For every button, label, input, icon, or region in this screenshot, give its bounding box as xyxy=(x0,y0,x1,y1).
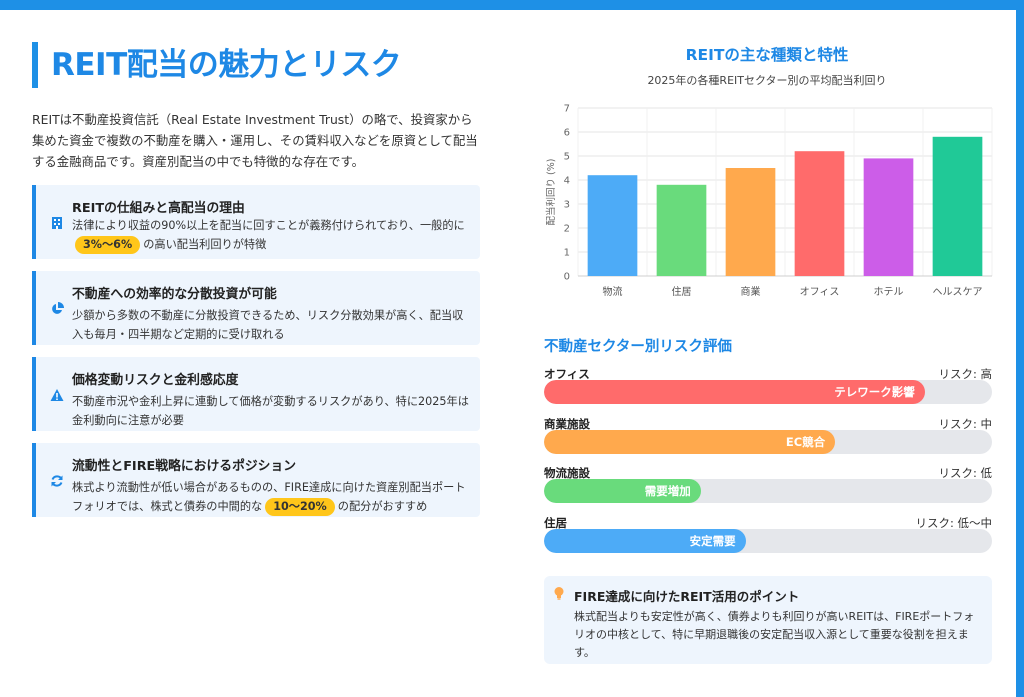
risk-level-label: リスク: 中 xyxy=(938,416,992,431)
risk-row: 住居 リスク: 低〜中安定需要 xyxy=(544,515,992,560)
bar-1 xyxy=(587,175,638,276)
risk-row: オフィス リスク: 高テレワーク影響 xyxy=(544,366,992,411)
card-mechanism: REITの仕組みと高配当の理由 法律により収益の90%以上を配当に回すことが義務… xyxy=(32,185,480,259)
card-title: 流動性とFIRE戦略におけるポジション xyxy=(72,459,297,474)
card-body-text: 法律により収益の90%以上を配当に回すことが義務付けられており、一般的に xyxy=(72,219,465,232)
right-accent-bar xyxy=(1016,0,1024,697)
intro-text: REITは不動産投資信託（Real Estate Investment Trus… xyxy=(32,112,478,169)
card-title: 不動産への効率的な分散投資が可能 xyxy=(72,287,277,302)
x-tick-label: 物流 xyxy=(603,285,623,298)
y-tick-label: 5 xyxy=(564,152,570,163)
x-tick-label: 商業 xyxy=(741,285,761,298)
y-tick-label: 2 xyxy=(564,224,570,235)
card-body-text: 株式より流動性が低い場合があるものの、FIRE達成に向けた資産別配当ポートフォリ… xyxy=(72,481,466,513)
bar-4 xyxy=(794,151,845,276)
y-tick-label: 7 xyxy=(564,104,570,115)
risk-level-label: リスク: 低 xyxy=(938,466,992,480)
x-tick-label: ホテル xyxy=(874,286,904,298)
card-price-risk: 価格変動リスクと金利感応度 不動産市況や金利上昇に連動して価格が変動するリスクが… xyxy=(32,357,480,431)
y-tick-label: 6 xyxy=(564,128,570,139)
chart-title: REITの主な種類と特性 xyxy=(685,46,849,64)
card-diversification: 不動産への効率的な分散投資が可能 少額から多数の不動産に分散投資できるため、リス… xyxy=(32,271,480,345)
card-body: 株式より流動性が低い場合があるものの、FIRE達成に向けた資産別配当ポートフォリ… xyxy=(72,479,470,516)
risk-sector-name: 物流施設 xyxy=(544,466,590,480)
dividend-yield-bar-chart: 0 1 2 3 4 5 6 7 物流 住居 商業 オフィス ホテル ヘルスケア 配当利回り (%) xyxy=(545,104,993,298)
card-title: REITの仕組みと高配当の理由 xyxy=(72,201,245,216)
bar-2 xyxy=(656,184,707,276)
y-tick-label: 1 xyxy=(564,248,570,259)
risk-bar-label: 安定需要 xyxy=(689,533,736,548)
risk-level-label: リスク: 低〜中 xyxy=(915,515,992,530)
x-tick-label: ヘルスケア xyxy=(933,286,983,298)
risk-bar-label: 需要増加 xyxy=(644,484,691,498)
card-body: 不動産市況や金利上昇に連動して価格が変動するリスクがあり、特に2025年は金利動… xyxy=(72,395,469,427)
risk-row: 商業施設 リスク: 中 EC競合 xyxy=(544,416,992,461)
allocation-highlight-badge: 10〜20% xyxy=(265,497,335,516)
risk-section-title: 不動産セクター別リスク評価 xyxy=(544,339,732,355)
top-accent-bar xyxy=(0,0,1024,10)
bar-6 xyxy=(932,136,983,276)
chart-subtitle: 2025年の各種REITセクター別の平均配当利回り xyxy=(647,74,887,87)
risk-level-label: リスク: 高 xyxy=(938,367,992,381)
card-liquidity: 流動性とFIRE戦略におけるポジション 株式より流動性が低い場合があるものの、F… xyxy=(32,443,480,517)
bar-3 xyxy=(725,168,776,276)
risk-bar-fill: 需要増加 xyxy=(544,479,701,503)
risk-bar-track: テレワーク影響 xyxy=(544,380,992,404)
x-tick-label: オフィス xyxy=(800,286,840,298)
y-tick-label: 3 xyxy=(564,200,570,211)
risk-row: 物流施設 リスク: 低需要増加 xyxy=(544,465,992,510)
risk-sector-name: オフィス xyxy=(544,367,590,381)
y-axis-title: 配当利回り (%) xyxy=(545,159,557,226)
warning-icon xyxy=(50,389,64,401)
building-icon xyxy=(52,217,62,229)
page-title: REIT配当の魅力とリスク xyxy=(51,47,402,83)
y-tick-label: 4 xyxy=(564,176,570,187)
refresh-icon xyxy=(51,475,63,487)
page-title-block: REIT配当の魅力とリスク xyxy=(32,42,402,88)
card-body-text-end: の高い配当利回りが特徴 xyxy=(143,237,267,251)
tip-title: FIRE達成に向けたREIT活用のポイント xyxy=(574,589,800,604)
card-body: 少額から多数の不動産に分散投資できるため、リスク分散効果が高く、配当収入も毎月・… xyxy=(72,309,464,341)
pie-chart-icon xyxy=(52,302,64,314)
risk-bar-fill: 安定需要 xyxy=(544,528,746,553)
risk-bar-fill: EC競合 xyxy=(544,429,836,454)
x-tick-label: 住居 xyxy=(672,285,692,298)
risk-bar-label: EC競合 xyxy=(785,434,826,449)
risk-bar-fill: テレワーク影響 xyxy=(544,380,925,404)
fire-tip-box: FIRE達成に向けたREIT活用のポイント 株式配当よりも安定性が高く、債券より… xyxy=(544,576,992,664)
y-tick-label: 0 xyxy=(564,272,570,283)
tip-body: 株式配当よりも安定性が高く、債券よりも利回りが高いREITは、FIREポートフォ… xyxy=(574,610,975,659)
yield-highlight-badge: 3%〜6% xyxy=(75,235,141,254)
lightbulb-icon xyxy=(554,587,564,600)
card-body-text-end: の配分がおすすめ xyxy=(337,499,428,513)
risk-bar-label: テレワーク影響 xyxy=(834,385,915,399)
risk-bar-track: 需要増加 xyxy=(544,479,992,503)
risk-sector-name: 商業施設 xyxy=(544,416,590,431)
risk-bar-track: 安定需要 xyxy=(544,528,992,553)
risk-bar-track: EC競合 xyxy=(544,429,992,454)
risk-sector-name: 住居 xyxy=(544,515,567,530)
card-title: 価格変動リスクと金利感応度 xyxy=(72,373,239,388)
card-body: 法律により収益の90%以上を配当に回すことが義務付けられており、一般的に 3%〜6… xyxy=(72,217,470,254)
bar-5 xyxy=(863,158,914,276)
